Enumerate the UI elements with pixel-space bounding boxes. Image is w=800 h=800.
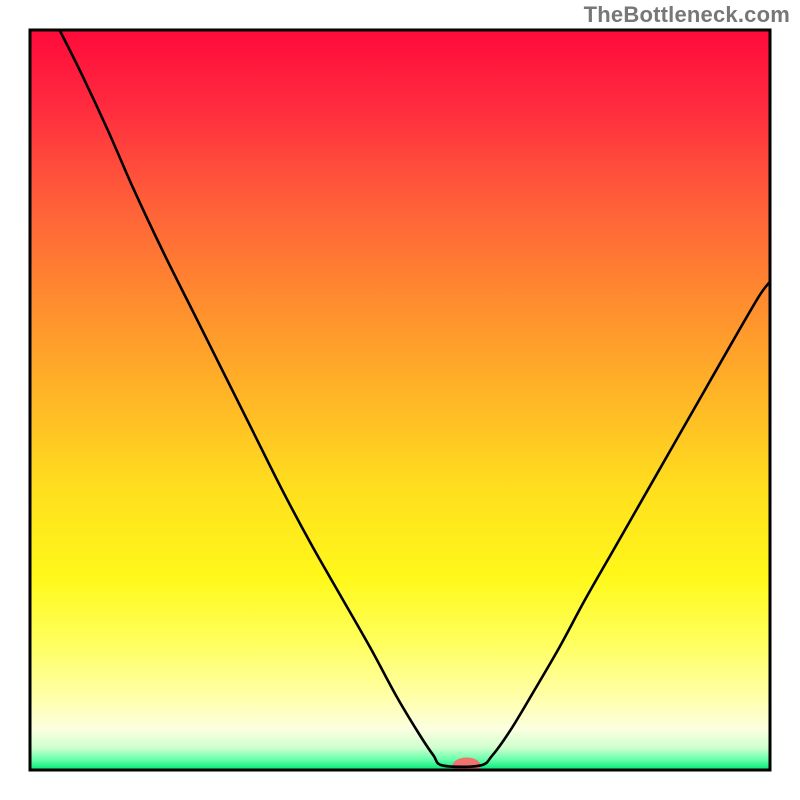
bottleneck-chart	[0, 0, 800, 800]
chart-background	[30, 30, 770, 770]
stage: TheBottleneck.com	[0, 0, 800, 800]
watermark-text: TheBottleneck.com	[584, 2, 790, 28]
